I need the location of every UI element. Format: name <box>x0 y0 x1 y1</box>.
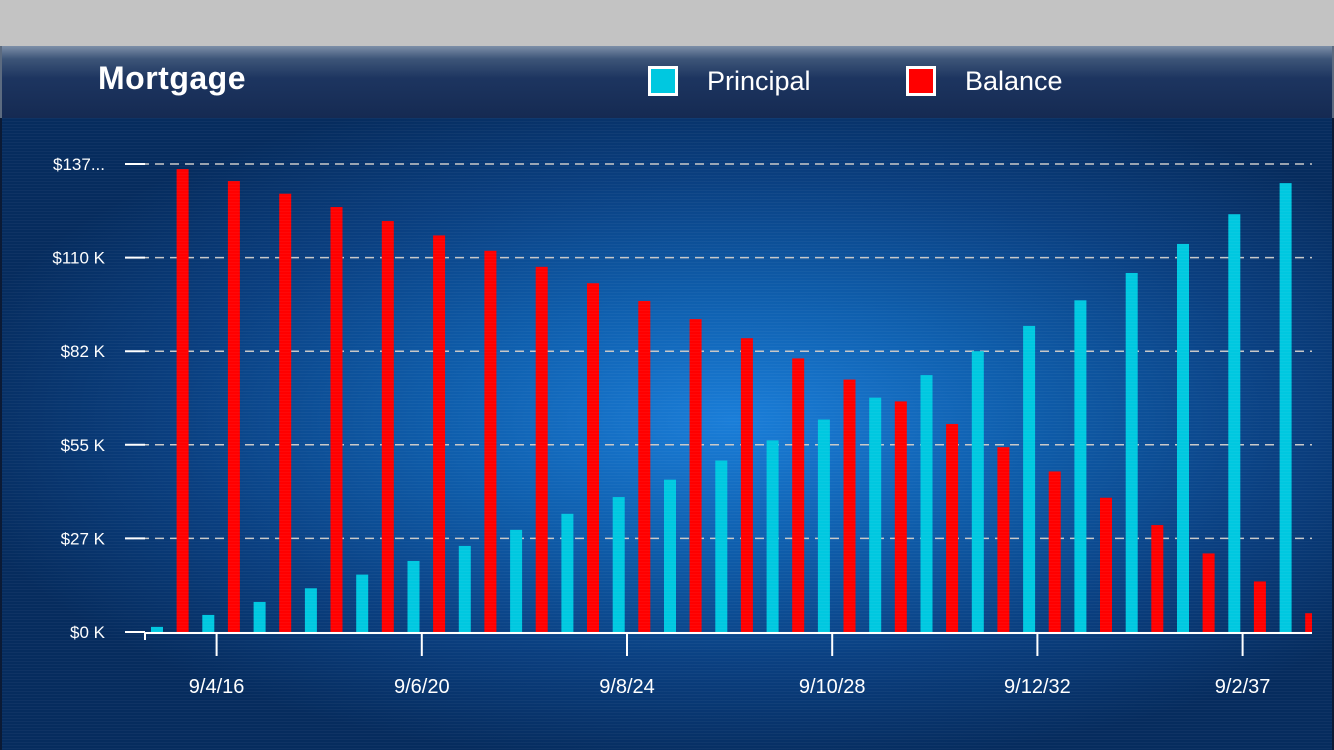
bar-balance <box>1253 581 1266 632</box>
bar-principal <box>407 560 420 632</box>
legend-swatch-principal <box>648 66 678 96</box>
bar-principal <box>151 626 163 632</box>
y-tick-label: $27 K <box>61 529 106 548</box>
top-band <box>0 0 1334 47</box>
y-tick-label: $137... <box>53 155 105 174</box>
y-tick-label: $110 K <box>52 249 105 268</box>
bar-principal <box>1074 300 1087 632</box>
bar-balance <box>176 169 189 632</box>
bar-principal <box>1279 183 1292 632</box>
bar-balance <box>587 283 599 632</box>
y-tick-label: $0 K <box>70 623 106 642</box>
bar-principal <box>971 351 984 632</box>
bar-balance <box>843 379 856 632</box>
bar-balance <box>381 221 394 633</box>
y-tick-label: $82 K <box>61 342 106 361</box>
bar-balance <box>227 181 240 632</box>
bar-balance <box>1305 613 1312 632</box>
bar-principal <box>664 479 676 632</box>
bar-balance <box>484 250 497 632</box>
bar-principal <box>817 419 830 632</box>
bar-principal <box>1023 325 1036 632</box>
x-tick-label: 9/4/16 <box>189 676 245 698</box>
bar-balance <box>638 300 651 632</box>
bar-principal <box>202 614 215 632</box>
bar-principal <box>715 460 728 632</box>
bar-principal <box>612 497 625 632</box>
bar-balance <box>535 266 548 632</box>
bar-balance <box>997 447 1010 632</box>
x-tick-label: 9/12/32 <box>1004 676 1071 698</box>
bar-principal <box>458 545 471 632</box>
bar-principal <box>869 397 882 632</box>
x-tick-label: 9/2/37 <box>1215 676 1271 698</box>
bar-balance <box>1048 471 1061 632</box>
chart-title: Mortgage <box>98 60 246 96</box>
bar-balance <box>1151 525 1164 632</box>
legend-label-balance: Balance <box>965 66 1063 96</box>
bar-balance <box>1202 553 1215 632</box>
bar-principal <box>766 440 779 632</box>
bar-balance <box>279 193 292 632</box>
x-tick-label: 9/8/24 <box>599 676 655 698</box>
bar-principal <box>920 375 933 632</box>
bar-principal <box>1228 214 1241 632</box>
bar-balance <box>946 423 959 632</box>
legend-swatch-balance <box>906 66 936 96</box>
chart-header: Mortgage Principal Balance <box>0 46 1334 118</box>
bar-principal <box>304 588 317 632</box>
bar-balance <box>433 235 446 632</box>
bar-balance <box>1100 497 1112 632</box>
bar-balance <box>689 319 702 632</box>
bar-balance <box>330 207 343 632</box>
bar-principal <box>253 601 266 632</box>
y-tick-label: $55 K <box>61 436 106 455</box>
chart-area: $0 K $27 K $55 K $82 K $110 K $137... 9/4/16 9/… <box>0 118 1334 750</box>
bar-principal <box>1125 272 1138 632</box>
x-tick-label: 9/6/20 <box>394 676 450 698</box>
legend-label-principal: Principal <box>707 66 811 96</box>
bar-balance <box>740 338 753 632</box>
chart-svg: $0 K $27 K $55 K $82 K $110 K $137... 9/4/16 9/… <box>52 155 1312 698</box>
bar-balance <box>792 358 805 632</box>
bar-principal <box>510 529 523 632</box>
x-tick-label: 9/10/28 <box>799 676 866 698</box>
bar-balance <box>894 401 907 632</box>
bar-principal <box>561 513 574 632</box>
bar-principal <box>1177 243 1189 632</box>
bar-principal <box>356 574 369 632</box>
